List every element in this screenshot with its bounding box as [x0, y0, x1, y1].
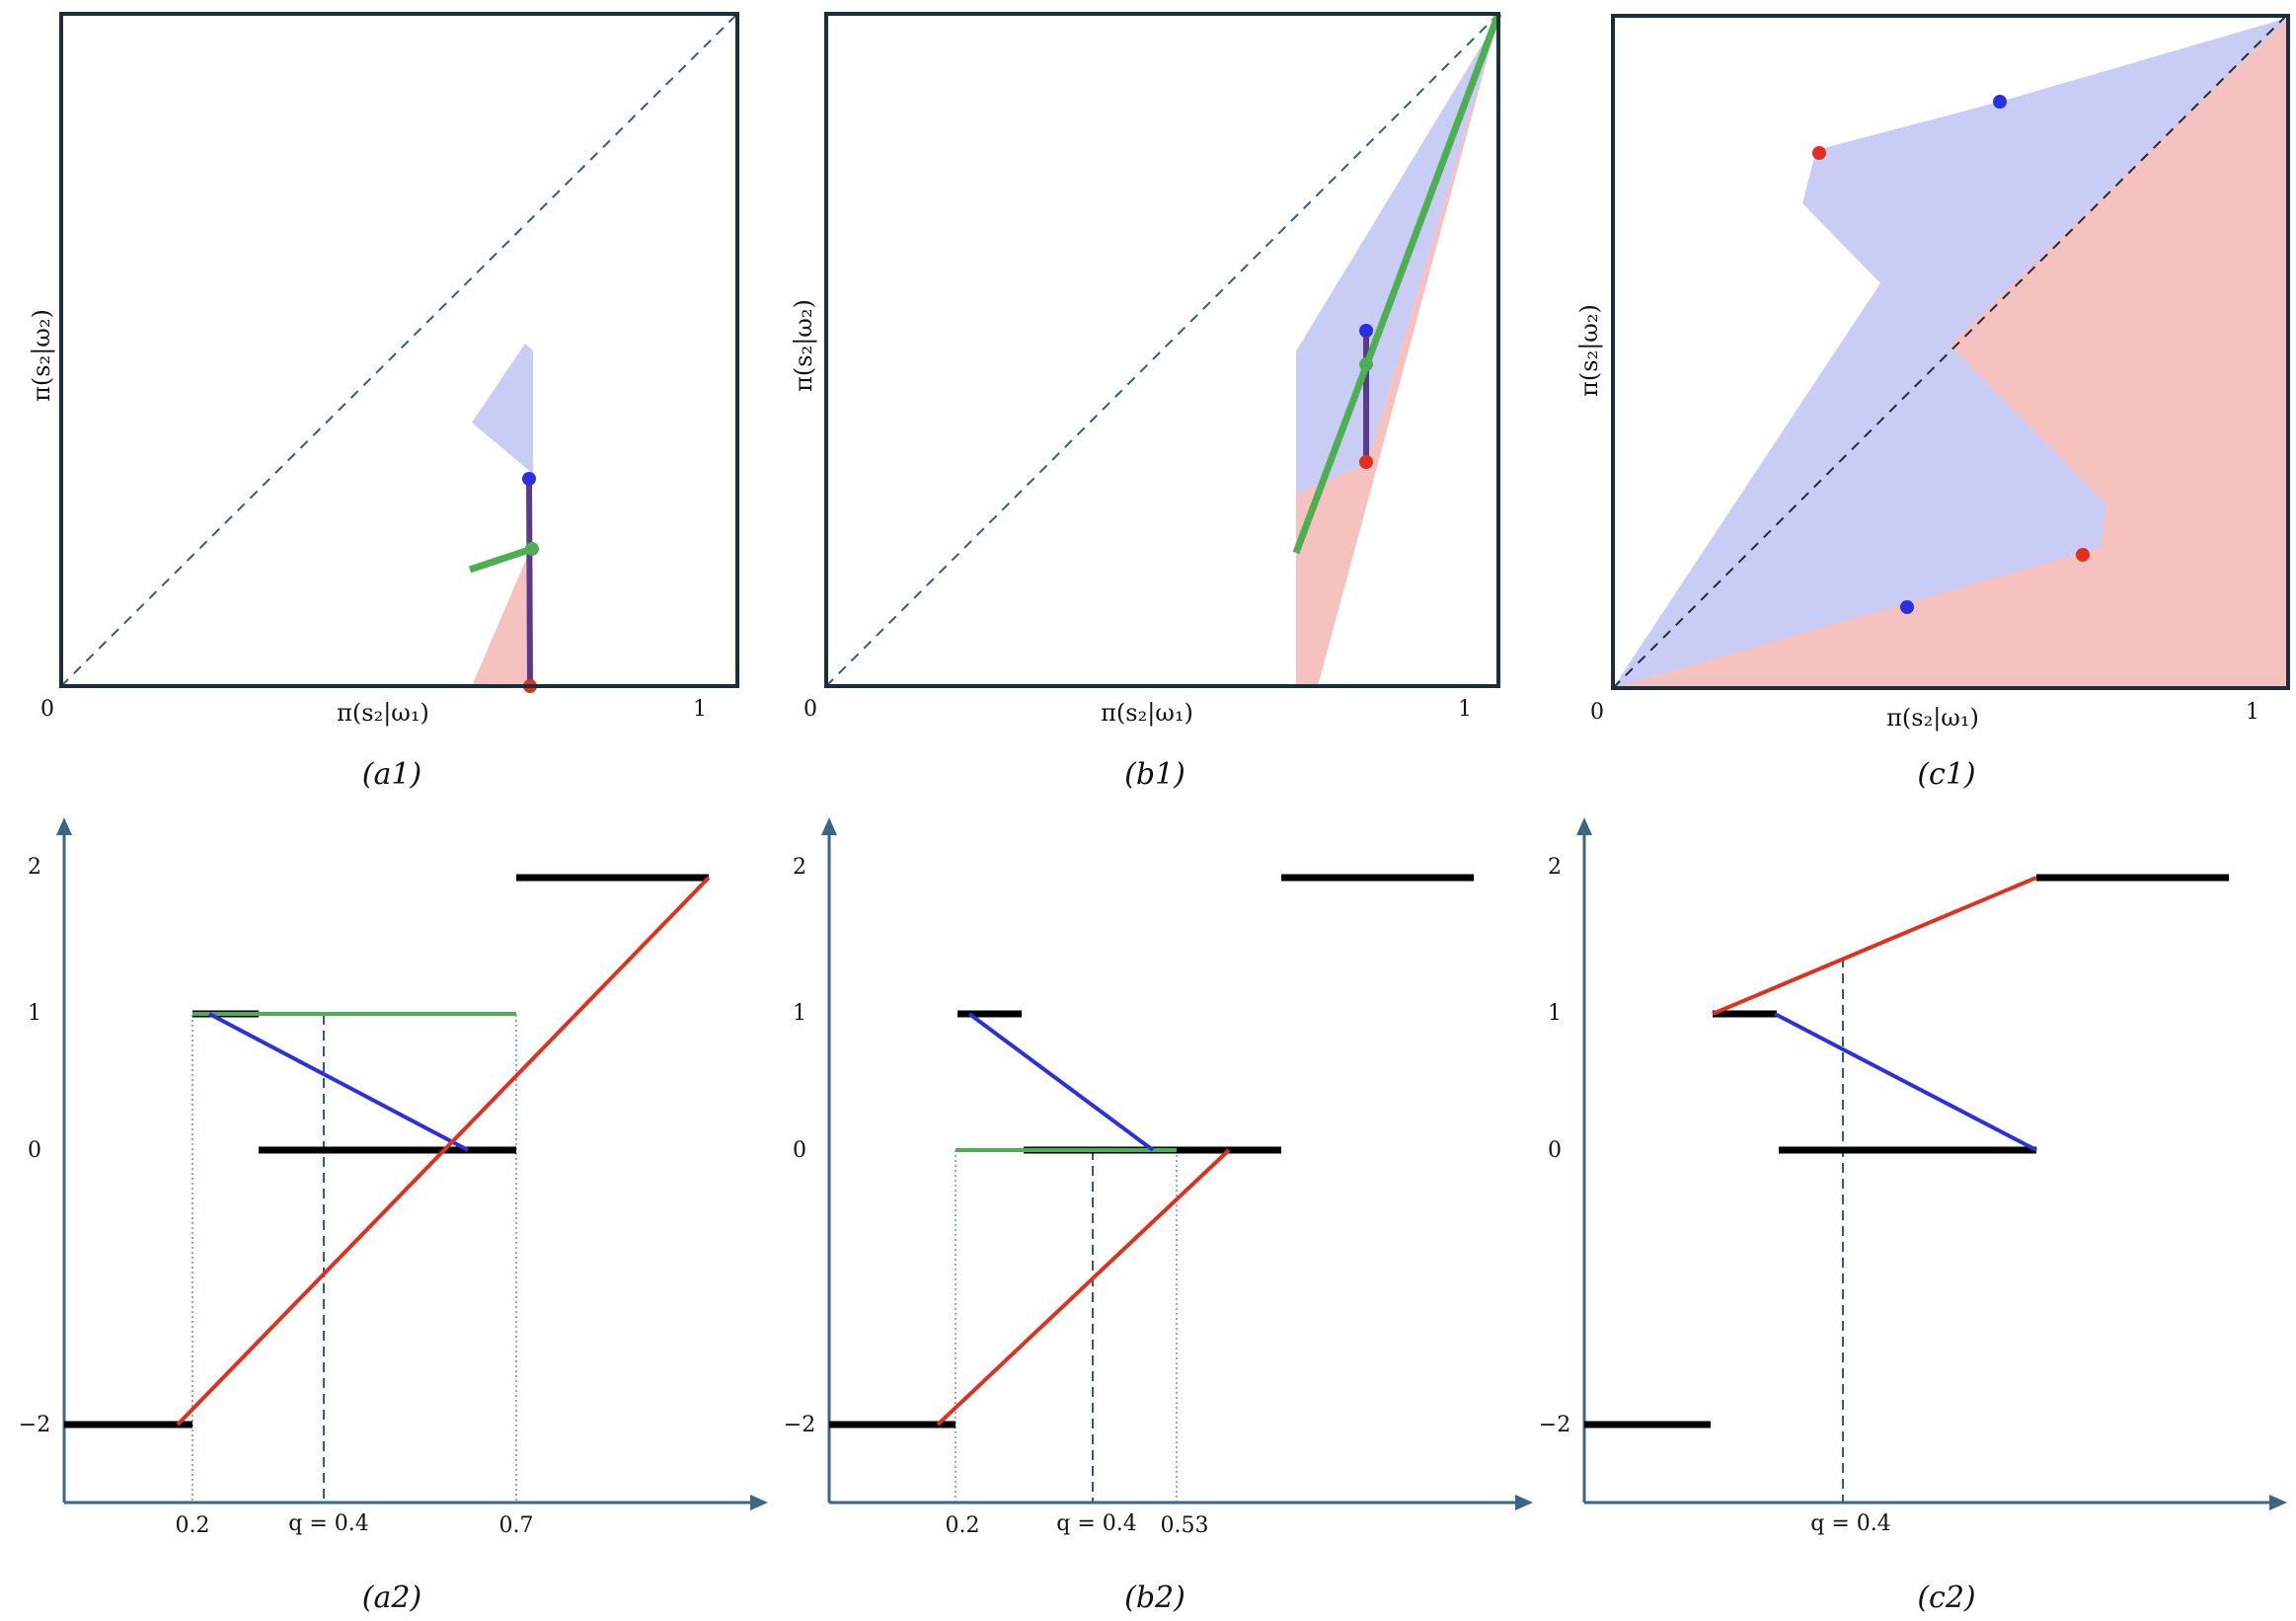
- caption-a1: (a1): [362, 757, 421, 792]
- ylabel-b1: π(s₂|ω₂): [790, 299, 818, 392]
- y-axis-arrow-b2: [821, 817, 837, 835]
- tick0-c1: 0: [1590, 700, 1604, 725]
- ylabel-c1: π(s₂|ω₂): [1575, 304, 1604, 397]
- red-line-c2: [1712, 876, 2037, 1016]
- tick0-a1: 0: [40, 697, 54, 722]
- panel-a2: 2 1 0 −2 0.2 q = 0.4 0.7 (a2): [19, 817, 768, 1615]
- y-axis-arrow-a2: [56, 817, 72, 835]
- tick0-b1: 0: [804, 697, 817, 722]
- xtick-0.2-a2: 0.2: [176, 1513, 210, 1538]
- ylabel-a1: π(s₂|ω₂): [28, 309, 56, 402]
- xlabel-b1: π(s₂|ω₁): [1101, 699, 1193, 728]
- ytick-1-b2: 1: [793, 1001, 806, 1026]
- ytick-m2-c2: −2: [1539, 1413, 1570, 1437]
- green-point-a1: [525, 542, 539, 556]
- ytick-0-a2: 0: [28, 1138, 41, 1163]
- panel-c1: π(s₂|ω₂) π(s₂|ω₁) 0 1 (c1): [1575, 13, 2290, 792]
- ytick-2-a2: 2: [28, 855, 41, 880]
- blue-line-c2: [1774, 1012, 2037, 1152]
- x-axis-arrow-b2: [1515, 1495, 1533, 1510]
- caption-c1: (c1): [1917, 757, 1975, 792]
- tick1-b1: 1: [1458, 697, 1472, 722]
- x-axis-arrow-a2: [750, 1495, 768, 1510]
- panel-c2: 2 1 0 −2 q = 0.4 (c2): [1539, 817, 2287, 1615]
- blue-line-b2: [967, 1012, 1155, 1152]
- red-region-b1: [1296, 18, 1498, 686]
- tick1-c1: 1: [2246, 700, 2259, 725]
- xlabel-a1: π(s₂|ω₁): [337, 699, 429, 728]
- ytick-1-a2: 1: [28, 1001, 41, 1026]
- blue-point-c1-top: [1993, 95, 2007, 109]
- diagonal-a1: [60, 13, 738, 687]
- red-line-b2: [936, 1148, 1231, 1427]
- green-segment-a1: [468, 545, 534, 574]
- ytick-0-b2: 0: [793, 1138, 806, 1163]
- blue-line-a2: [208, 1012, 469, 1152]
- caption-a2: (a2): [362, 1581, 421, 1615]
- red-line-a2: [176, 876, 711, 1427]
- ytick-m2-a2: −2: [19, 1413, 50, 1437]
- xtick-0.53-b2: 0.53: [1161, 1513, 1209, 1538]
- panel-b2: 2 1 0 −2 0.2 q = 0.4 0.53 (b2): [784, 817, 1533, 1615]
- x-axis-arrow-c2: [2269, 1495, 2287, 1510]
- xtick-q-a2: q = 0.4: [288, 1511, 369, 1536]
- frame-a1: [59, 12, 739, 688]
- xlabel-c1: π(s₂|ω₁): [1886, 704, 1979, 733]
- red-point-b1: [1359, 455, 1373, 469]
- caption-c2: (c2): [1917, 1581, 1975, 1615]
- ytick-0-c2: 0: [1548, 1138, 1562, 1163]
- caption-b1: (b1): [1124, 757, 1186, 792]
- frame-c1: [1611, 14, 2290, 690]
- red-point-c1-top: [1812, 146, 1826, 160]
- blue-point-c1-bottom: [1900, 600, 1914, 614]
- blue-point-a1: [522, 472, 536, 486]
- caption-b2: (b2): [1124, 1581, 1186, 1615]
- xtick-0.2-b2: 0.2: [946, 1513, 980, 1538]
- red-region-c1-right: [1950, 18, 2288, 688]
- ytick-2-c2: 2: [1548, 855, 1562, 880]
- ytick-2-b2: 2: [793, 855, 806, 880]
- xtick-q-c2: q = 0.4: [1810, 1511, 1891, 1536]
- blue-region-a1: [472, 344, 533, 474]
- panel-b1: π(s₂|ω₂) π(s₂|ω₁) 0 1 (b1): [790, 12, 1502, 792]
- ytick-m2-b2: −2: [784, 1413, 815, 1437]
- red-point-c1-bottom: [2076, 548, 2090, 562]
- xtick-q-b2: q = 0.4: [1056, 1511, 1137, 1536]
- green-segment-b1: [1292, 12, 1502, 555]
- blue-region-b1-top: [1296, 18, 1498, 494]
- green-point-b1: [1359, 357, 1373, 371]
- panel-a1: π(s₂|ω₂) π(s₂|ω₁) 0 1 (a1): [28, 12, 739, 792]
- tick1-a1: 1: [693, 697, 707, 722]
- y-axis-arrow-c2: [1576, 817, 1592, 835]
- red-region-a1: [472, 555, 530, 686]
- blue-point-b1: [1359, 324, 1373, 338]
- purple-segment-a1: [526, 478, 533, 687]
- xtick-0.7-a2: 0.7: [499, 1513, 534, 1538]
- frame-b1: [824, 12, 1500, 688]
- ytick-1-c2: 1: [1548, 1001, 1562, 1026]
